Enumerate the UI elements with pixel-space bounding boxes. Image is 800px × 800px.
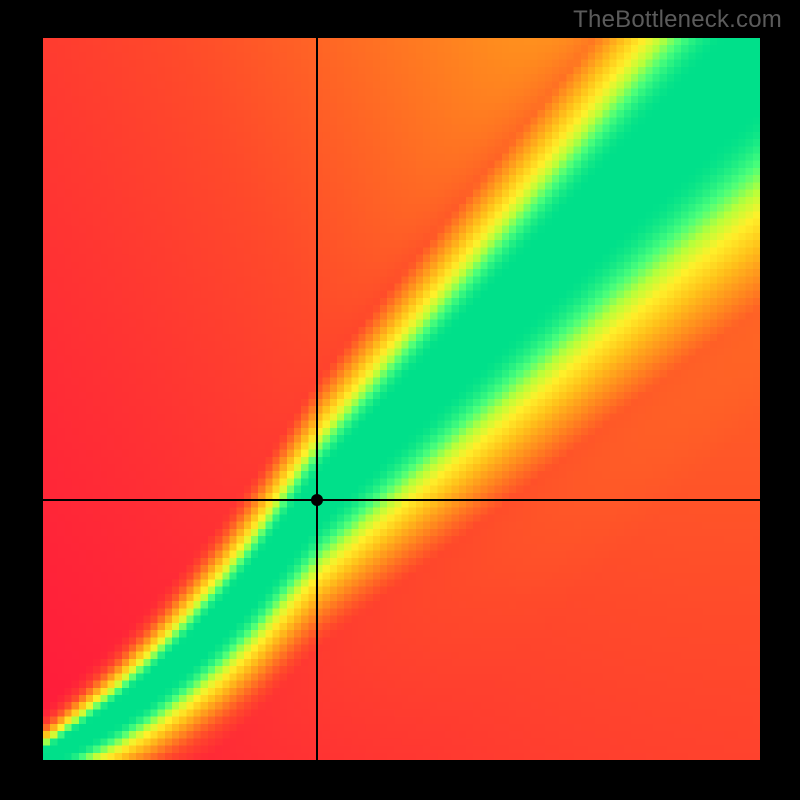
figure-container: TheBottleneck.com (0, 0, 800, 800)
watermark-text: TheBottleneck.com (573, 6, 782, 34)
crosshair-vertical (316, 38, 318, 760)
crosshair-horizontal (43, 499, 760, 501)
bottleneck-heatmap (43, 38, 760, 760)
crosshair-marker (311, 494, 323, 506)
